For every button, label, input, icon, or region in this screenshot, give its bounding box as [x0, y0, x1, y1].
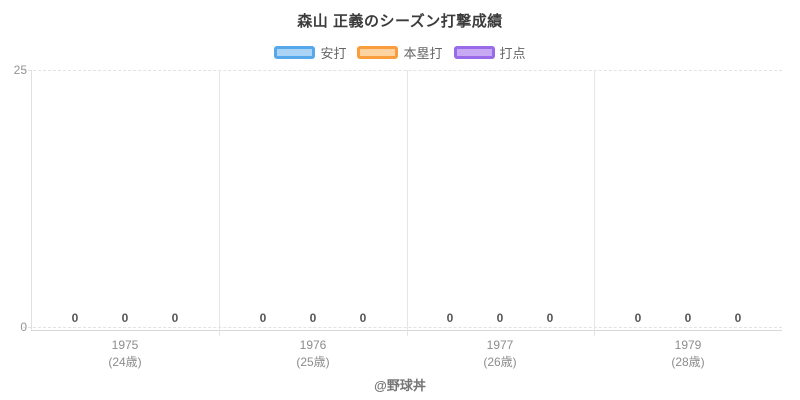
x-tick-year: 1977: [486, 338, 514, 352]
category-separator: [219, 70, 220, 336]
value-label-hits: 0: [446, 311, 454, 325]
value-label-home-runs: 0: [121, 311, 129, 325]
value-label-rbi: 0: [734, 311, 742, 325]
value-label-home-runs: 0: [309, 311, 317, 325]
x-tick-age: (24歳): [108, 355, 142, 369]
category-separator: [594, 70, 595, 336]
chart-legend: 安打 本塁打 打点: [0, 43, 800, 62]
value-label-hits: 0: [259, 311, 267, 325]
value-label-home-runs: 0: [496, 311, 504, 325]
y-gridline: [23, 70, 782, 71]
value-label-rbi: 0: [171, 311, 179, 325]
value-label-home-runs: 0: [684, 311, 692, 325]
legend-swatch-home-runs: [357, 45, 399, 59]
value-label-hits: 0: [71, 311, 79, 325]
legend-item-hits[interactable]: 安打: [274, 43, 346, 62]
value-label-rbi: 0: [546, 311, 554, 325]
y-tick-label: 0: [20, 320, 27, 334]
value-label-hits: 0: [634, 311, 642, 325]
legend-label-rbi: 打点: [499, 45, 526, 61]
y-gridline: [23, 327, 782, 328]
watermark-credit: @野球丼: [374, 378, 426, 393]
x-tick-age: (25歳): [296, 355, 330, 369]
x-tick-age: (26歳): [483, 355, 517, 369]
legend-label-hits: 安打: [320, 45, 347, 61]
legend-label-home-runs: 本塁打: [403, 45, 443, 61]
y-axis-line: [31, 70, 32, 330]
y-tick-label: 25: [13, 63, 27, 77]
value-label-rbi: 0: [359, 311, 367, 325]
x-axis-line: [31, 330, 782, 331]
chart-title: 森山 正義のシーズン打撃成績: [297, 13, 503, 30]
x-tick-year: 1979: [674, 338, 702, 352]
legend-swatch-hits: [274, 45, 316, 59]
legend-item-home-runs[interactable]: 本塁打: [357, 43, 443, 62]
legend-swatch-rbi: [453, 45, 495, 59]
category-separator: [407, 70, 408, 336]
x-tick-year: 1975: [111, 338, 139, 352]
x-tick-age: (28歳): [671, 355, 705, 369]
legend-item-rbi[interactable]: 打点: [453, 43, 526, 62]
x-tick-year: 1976: [299, 338, 327, 352]
